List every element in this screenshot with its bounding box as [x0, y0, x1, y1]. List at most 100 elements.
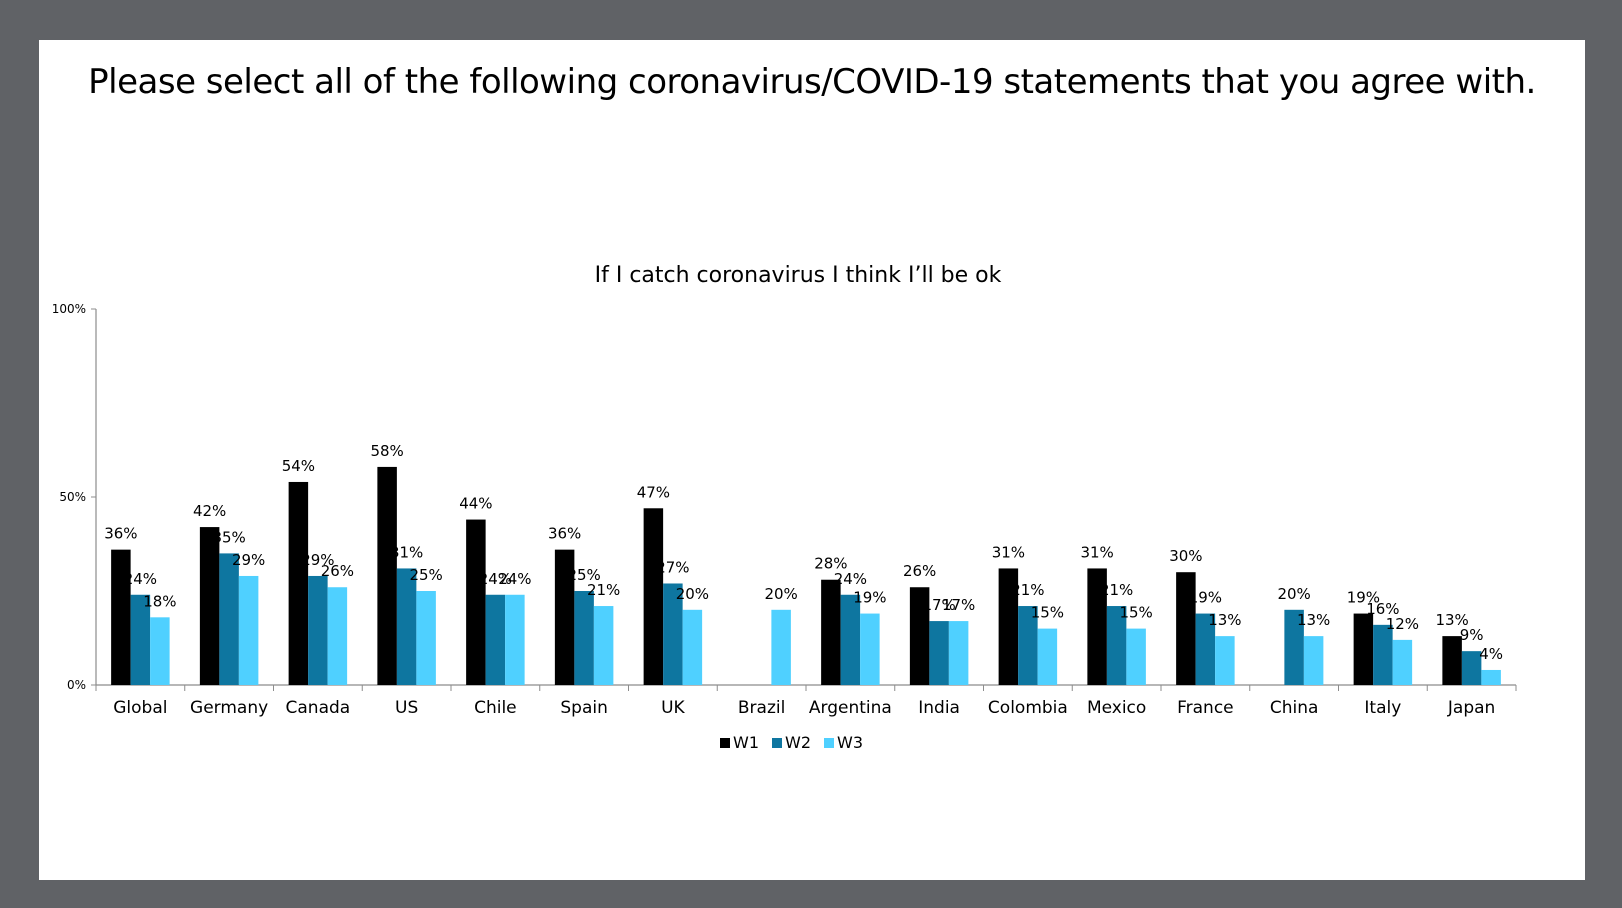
- data-label: 21%: [1011, 581, 1044, 599]
- category-label: US: [395, 698, 418, 718]
- legend-swatch-w3: [824, 738, 834, 748]
- category-label: Colombia: [988, 698, 1068, 718]
- category-label: Brazil: [738, 698, 785, 718]
- chart-title: If I catch coronavirus I think I’ll be o…: [595, 263, 1002, 288]
- bar-w2: [663, 583, 683, 685]
- data-label: 21%: [1100, 581, 1133, 599]
- data-label: 19%: [1189, 589, 1222, 607]
- data-label: 24%: [498, 570, 531, 588]
- data-label: 24%: [834, 570, 867, 588]
- bar-w1: [1442, 636, 1462, 685]
- bar-w1: [1176, 572, 1196, 685]
- data-label: 29%: [232, 551, 265, 569]
- bar-w1: [377, 466, 397, 685]
- category-labels: Global Germany Canada US Chile Spain UK Brazil A…: [113, 698, 1495, 718]
- bar-w1: [1087, 568, 1107, 685]
- data-label: 30%: [1169, 547, 1202, 565]
- data-label: 19%: [853, 589, 886, 607]
- bar-w3: [1303, 636, 1324, 685]
- bar-w3: [327, 587, 348, 685]
- bar-chart: If I catch coronavirus I think I’ll be o…: [52, 263, 1517, 752]
- y-tick-label: 50%: [59, 490, 86, 504]
- bar-w1: [998, 568, 1019, 685]
- data-label: 21%: [587, 581, 620, 599]
- bar-w1: [821, 579, 841, 685]
- data-label: 24%: [479, 570, 512, 588]
- data-label: 28%: [814, 555, 847, 573]
- bar-w2: [1373, 624, 1393, 685]
- category-label: Global: [113, 698, 167, 718]
- legend: W1 W2 W3: [720, 733, 863, 752]
- data-label: 25%: [409, 566, 442, 584]
- data-label: 17%: [942, 596, 975, 614]
- data-label: 13%: [1297, 611, 1330, 629]
- bar-w3: [1481, 669, 1501, 685]
- legend-label: W1: [733, 733, 759, 752]
- category-label: Spain: [560, 698, 608, 718]
- category-label: Japan: [1447, 698, 1495, 718]
- bar-w3: [416, 591, 436, 685]
- data-label: 12%: [1386, 615, 1419, 633]
- data-label: 42%: [193, 502, 226, 520]
- data-label: 17%: [922, 596, 955, 614]
- bar-w3: [1037, 628, 1058, 685]
- bar-w2: [1106, 606, 1127, 685]
- data-label: 58%: [370, 442, 403, 460]
- slide-title: Please select all of the following coron…: [88, 62, 1536, 102]
- data-label: 16%: [1366, 600, 1399, 618]
- category-label: Chile: [474, 698, 517, 718]
- data-label: 9%: [1460, 626, 1484, 644]
- category-label: Germany: [190, 698, 268, 718]
- category-label: China: [1270, 698, 1319, 718]
- bar-w2: [219, 553, 239, 685]
- legend-swatch-w2: [772, 738, 782, 748]
- bar-w2: [840, 594, 861, 685]
- data-label: 31%: [1080, 543, 1113, 561]
- bar-w1: [288, 481, 309, 685]
- legend-label: W3: [837, 733, 863, 752]
- data-label: 25%: [567, 566, 600, 584]
- bar-w2: [130, 594, 151, 685]
- data-label: 15%: [1031, 604, 1064, 622]
- bar-w2: [308, 575, 328, 685]
- bar-w3: [948, 621, 969, 685]
- bar-w2: [1461, 651, 1482, 685]
- bar-w3: [771, 609, 791, 685]
- bar-w3: [1126, 628, 1146, 685]
- data-label: 20%: [1277, 585, 1310, 603]
- bars: [111, 466, 1501, 685]
- bar-w3: [593, 606, 614, 685]
- bar-w1: [199, 527, 220, 685]
- data-label: 26%: [321, 562, 354, 580]
- data-label: 31%: [390, 543, 423, 561]
- legend-label: W2: [785, 733, 811, 752]
- bar-w3: [1215, 636, 1235, 685]
- data-label: 27%: [656, 558, 689, 576]
- bar-w3: [505, 594, 525, 685]
- bar-w2: [396, 568, 417, 685]
- data-label: 36%: [548, 525, 581, 543]
- bar-w3: [1392, 639, 1413, 685]
- bar-w1: [909, 587, 930, 685]
- data-label: 35%: [212, 528, 245, 546]
- data-label: 24%: [124, 570, 157, 588]
- data-label: 26%: [903, 562, 936, 580]
- bar-w1: [1353, 613, 1374, 685]
- legend-swatch-w1: [720, 738, 730, 748]
- data-label: 19%: [1347, 589, 1380, 607]
- data-label: 20%: [764, 585, 797, 603]
- category-label: Canada: [286, 698, 351, 718]
- bar-w2: [574, 591, 594, 685]
- bar-w3: [860, 613, 880, 685]
- y-tick-label: 100%: [52, 302, 86, 316]
- data-label: 47%: [637, 483, 670, 501]
- data-label: 54%: [282, 457, 315, 475]
- bar-w1: [643, 508, 664, 685]
- bar-w3: [150, 617, 170, 685]
- data-label: 4%: [1479, 645, 1503, 663]
- bar-w2: [1018, 606, 1038, 685]
- data-label: 20%: [676, 585, 709, 603]
- data-label: 44%: [459, 495, 492, 513]
- data-label: 18%: [143, 592, 176, 610]
- category-label: UK: [661, 698, 685, 718]
